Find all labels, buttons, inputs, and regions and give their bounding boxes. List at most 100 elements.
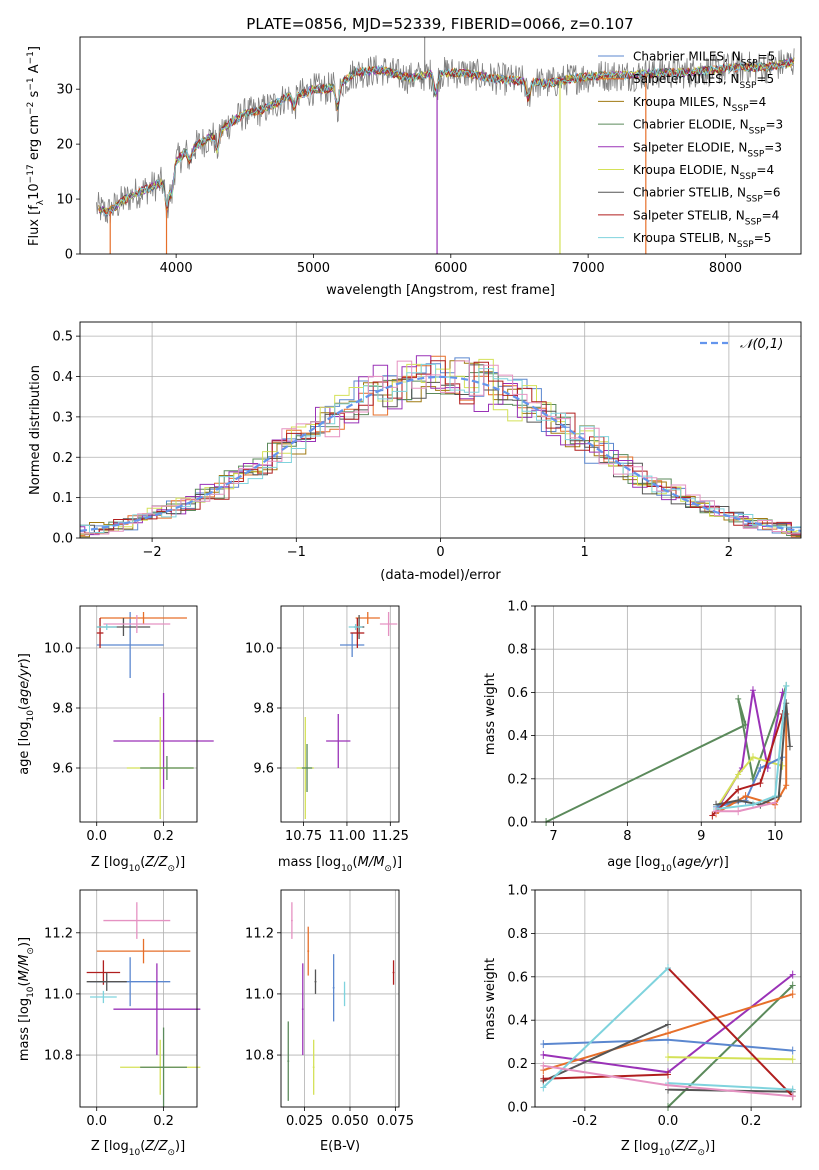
axes-frame (534, 605, 802, 823)
points (296, 612, 398, 819)
points (287, 902, 395, 1101)
figure-title: PLATE=0856, MJD=52339, FIBERID=0066, z=0… (246, 15, 633, 33)
y-tick-label: 30 (56, 83, 73, 98)
model-spectrum-line (100, 58, 794, 216)
y-tick-label: 0.1 (52, 491, 73, 506)
x-tick-label: -0.2 (572, 1114, 597, 1129)
x-tick-label: 4000 (160, 261, 193, 276)
normal-curve (80, 375, 801, 532)
y-tick-label: 0.2 (507, 772, 528, 787)
axes-frame (534, 889, 802, 1108)
y-tick-label: 0.6 (507, 686, 528, 701)
y-tick-label: 11.0 (44, 987, 73, 1002)
weight-vs-metallicity-panel: -0.2 0.0 0.2 0.0 0.2 0.4 0.6 0.8 1.0 Z [log10(Z/Z… (483, 884, 802, 1158)
y-tick-label: 0.6 (507, 970, 528, 985)
spectrum-lines (96, 37, 795, 254)
y-axis-label: Normed distribution (28, 365, 43, 495)
x-axis-label: Z [log10(Z/Z⊙)] (621, 1139, 715, 1158)
x-axis-label: Z [log10(Z/Z⊙)] (91, 855, 185, 874)
legend-entry: Kroupa MILES, NSSP=4 (633, 95, 766, 114)
y-axis-label: age [log10(age/yr)] (17, 653, 36, 775)
grid (535, 605, 801, 823)
mass-weight-line (711, 713, 784, 817)
axes-frame (79, 889, 198, 1108)
y-tick-label: 0.8 (507, 927, 528, 942)
grid (80, 890, 197, 1107)
mass-weight-line (542, 967, 669, 1089)
weight-lines (543, 681, 793, 826)
y-tick-label: 0.0 (52, 532, 73, 547)
y-tick-label: 0.3 (52, 410, 73, 425)
x-tick-label: 0.075 (377, 1114, 414, 1129)
y-tick-label: 0 (65, 248, 73, 263)
mass-weight-line (667, 1056, 793, 1061)
y-tick-label: 11.2 (44, 926, 73, 941)
x-tick-label: 0 (436, 545, 444, 560)
y-axis-label: mass weight (483, 958, 498, 1040)
legend-entry: Salpeter ELODIE, NSSP=3 (633, 140, 782, 159)
legend-entry: Kroupa STELIB, NSSP=5 (633, 231, 771, 250)
mass-weight-line (542, 1023, 669, 1082)
x-axis-label: age [log10(age/yr)] (607, 855, 729, 874)
weight-lines (540, 964, 796, 1111)
x-tick-label: −1 (287, 545, 306, 560)
points (96, 612, 214, 819)
histograms (80, 355, 801, 538)
spectrum-panel: 4000 5000 6000 7000 8000 0 10 20 30 wavelength [A… (26, 36, 802, 298)
grid (281, 890, 399, 1107)
y-tick-label: 11.2 (245, 926, 274, 941)
y-tick-label: 0.4 (507, 1014, 528, 1029)
x-tick-label: 0.0 (86, 829, 107, 844)
mass-vs-metallicity-panel: 0.0 0.2 10.8 11.0 11.2 Z [log10(Z/Z⊙)] mass [l… (17, 889, 201, 1158)
x-tick-label: 10 (767, 829, 784, 844)
grid (281, 606, 399, 822)
y-tick-label: 1.0 (507, 884, 528, 899)
mass-weight-line (667, 1082, 793, 1091)
y-tick-label: 10.8 (245, 1049, 274, 1064)
y-tick-label: 0.4 (52, 370, 73, 385)
x-tick-label: 7000 (572, 261, 605, 276)
x-tick-label: 11.00 (328, 829, 365, 844)
x-axis-label: mass [log10(M/M⊙)] (278, 855, 402, 874)
y-tick-label: 0.8 (507, 643, 528, 658)
legend-entry: 𝒩(0,1) (740, 337, 783, 352)
x-tick-label: 5000 (297, 261, 330, 276)
y-tick-label: 10 (56, 193, 73, 208)
residual-histogram-panel: −2 −1 0 1 2 0.0 0.1 0.2 0.3 0.4 0.5 (data-model)/er… (28, 321, 802, 583)
points (86, 902, 201, 1107)
x-tick-label: 0.0 (86, 1114, 107, 1129)
x-tick-label: 0.2 (741, 1114, 762, 1129)
x-tick-label: 0.2 (153, 1114, 174, 1129)
x-tick-label: 0.050 (331, 1114, 368, 1129)
mass-weight-line (715, 685, 788, 810)
x-axis-label: E(B-V) (320, 1139, 360, 1154)
y-axis-label: mass weight (483, 673, 498, 755)
y-tick-label: 9.6 (52, 762, 73, 777)
x-tick-label: 7 (549, 829, 557, 844)
y-tick-label: 11.0 (245, 987, 274, 1002)
axes-frame (280, 605, 400, 823)
legend: Chabrier MILES, NSSP=5 Salpeter MILES, NS… (598, 50, 783, 250)
x-tick-label: 9 (697, 829, 705, 844)
mass-vs-extinction-panel: 0.025 0.050 0.075 10.8 11.0 11.2 E(B-V) (245, 889, 414, 1154)
weight-vs-age-panel: 7 8 9 10 0.0 0.2 0.4 0.6 0.8 1.0 age [log10(age/yr… (483, 600, 802, 874)
y-axis-label: Flux [fλ10−17 erg cm−2 s−1 A−1] (26, 46, 46, 246)
age-vs-metallicity-panel: 0.0 0.2 9.6 9.8 10.0 Z [log10(Z/Z⊙)] age [log1… (17, 605, 214, 874)
x-tick-label: −2 (143, 545, 162, 560)
axes-frame (79, 321, 802, 539)
y-tick-label: 9.6 (253, 762, 274, 777)
y-tick-label: 10.8 (44, 1049, 73, 1064)
mass-weight-line (715, 703, 791, 806)
y-tick-label: 0.5 (52, 330, 73, 345)
grid (80, 322, 801, 539)
x-tick-label: 2 (725, 545, 733, 560)
y-tick-label: 0.4 (507, 729, 528, 744)
age-vs-mass-panel: 10.75 11.00 11.25 9.6 9.8 10.0 mass [log10(M/M… (245, 605, 409, 874)
x-axis-label: Z [log10(Z/Z⊙)] (91, 1139, 185, 1158)
grid (80, 606, 197, 822)
x-tick-label: 10.75 (285, 829, 322, 844)
x-tick-label: 6000 (434, 261, 467, 276)
residual-histogram (80, 360, 801, 536)
legend-entry: Salpeter STELIB, NSSP=4 (633, 208, 779, 227)
